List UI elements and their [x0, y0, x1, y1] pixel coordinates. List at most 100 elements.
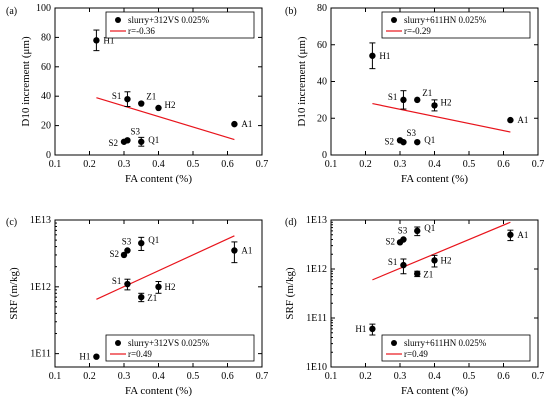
panel-d-point-label-S2: S2: [385, 236, 395, 246]
panel-d-legend: [381, 334, 531, 362]
panel-c-y-axis-label: SRF (m/kg): [8, 267, 20, 320]
panel-b-fit-line: [372, 102, 511, 133]
panel-b-point-Q1: [414, 138, 421, 146]
panel-d-y-axis-label: SRF (m/kg): [284, 267, 296, 320]
panel-c-point-label-S2: S2: [109, 249, 119, 259]
panel-a-point-Z1: [138, 100, 145, 107]
panel-c-point-Q1: [138, 239, 145, 247]
panel-c-label: (c): [6, 217, 17, 228]
panel-a-point-H2: [155, 104, 162, 112]
panel-a-y-tick-label: 80: [41, 32, 51, 43]
panel-b-y-tick-label: 40: [317, 77, 327, 88]
panel-a-x-axis-label: FA content (%): [125, 173, 192, 185]
panel-d-y-tick-label: 1E10: [306, 362, 327, 373]
panel-c-y-tick-label: 1E13: [30, 215, 51, 226]
panel-c-y-tick-label: 1E11: [30, 349, 51, 360]
panel-a-point-S1: [124, 95, 131, 103]
panel-c-point-Z1: [138, 293, 145, 301]
panel-b-point-H2: [431, 102, 438, 109]
panel-d-point-label-H2: H2: [441, 255, 452, 265]
panel-a-point-Q1: [138, 138, 145, 145]
panel-d-x-tick-label: 0.6: [497, 371, 510, 382]
panel-b-point-H1: [369, 52, 376, 59]
panel-a-point-label-Q1: Q1: [148, 135, 159, 145]
panel-c-x-axis-label: FA content (%): [125, 385, 192, 397]
panel-d-point-label-S1: S1: [388, 257, 398, 267]
panel-a-y-tick-label: 0: [46, 150, 51, 161]
panel-d-y-tick-label: 1E13: [306, 215, 327, 226]
panel-a-x-tick-label: 0.7: [256, 159, 269, 170]
panel-b-x-tick-label: 0.5: [463, 159, 476, 170]
panel-b-y-tick-label: 60: [317, 40, 327, 51]
panel-d-y-tick-label: 1E12: [306, 264, 327, 275]
panel-d-point-label-A1: A1: [517, 230, 528, 240]
panel-c-x-tick-label: 0.7: [256, 371, 269, 382]
panel-c-point-label-A1: A1: [241, 245, 252, 255]
panel-d-legend-series: slurry+611HN 0.025%: [404, 338, 487, 348]
panel-a-point-A1: [231, 120, 238, 128]
panel-d-point-Q1: [414, 227, 421, 235]
panel-d-point-label-S3: S3: [398, 225, 408, 235]
panel-a-point-label-A1: A1: [241, 119, 252, 129]
panel-b-point-Z1: [414, 96, 421, 104]
panel-b-legend-series: slurry+611HN 0.025%: [404, 15, 487, 25]
panel-c-y-tick-label: 1E12: [30, 282, 51, 293]
panel-d-label: (d): [285, 217, 297, 228]
panel-a-point-label-Z1: Z1: [146, 92, 156, 102]
panel-d-point-H1: [369, 325, 376, 333]
panel-c-point-label-H2: H2: [165, 282, 176, 292]
panel-c-point-label-Q1: Q1: [148, 235, 159, 245]
panel-a-y-axis-label: D10 increment (μm): [20, 36, 32, 127]
panel-b-x-tick-label: 0.3: [394, 159, 407, 170]
panel-a-x-tick-label: 0.2: [83, 159, 96, 170]
panel-c-point-label-S3: S3: [122, 236, 132, 246]
panel-b-point-S1: [400, 96, 407, 104]
panel-a-fit-line: [96, 97, 235, 141]
panel-c-legend-series: slurry+312VS 0.025%: [128, 338, 210, 348]
panel-a-point-label-S3: S3: [130, 126, 140, 136]
panel-c-point-S2: [120, 251, 128, 259]
panel-c-x-tick-label: 0.3: [118, 371, 131, 382]
panel-d-y-tick-label: 1E11: [306, 313, 327, 324]
panel-b-x-tick-label: 0.6: [497, 159, 510, 170]
panel-a-point-label-S2: S2: [108, 138, 118, 148]
panel-d-legend-fit-label: r=0.49: [404, 349, 428, 359]
panel-d-point-A1: [507, 231, 514, 238]
panel-b-x-tick-label: 0.1: [325, 159, 338, 170]
panel-a-y-tick-label: 40: [41, 91, 51, 102]
panel-b-point-label-Z1: Z1: [422, 88, 432, 98]
panel-c-point-H1: [93, 353, 100, 360]
panel-b-x-tick-label: 0.4: [428, 159, 441, 170]
panel-b-y-axis-label: D10 increment (μm): [296, 36, 308, 127]
panel-a-x-tick-label: 0.4: [152, 159, 165, 170]
panel-d-point-S1: [400, 261, 407, 269]
panel-a-point-label-H2: H2: [165, 100, 176, 110]
panel-a-point-label-S1: S1: [112, 91, 122, 101]
panel-a-x-tick-label: 0.5: [187, 159, 200, 170]
panel-b-point-S3: [400, 138, 407, 146]
panel-a-legend: [105, 11, 255, 39]
panel-c-point-S3: [124, 247, 131, 254]
panel-b-label: (b): [285, 6, 297, 17]
panel-d-point-H2: [431, 257, 438, 264]
panel-a-x-tick-label: 0.1: [49, 159, 62, 170]
panel-c-point-label-H1: H1: [79, 352, 90, 362]
panel-c-x-tick-label: 0.4: [152, 371, 165, 382]
panel-c-point-S1: [124, 280, 131, 288]
panel-c-point-label-Z1: Z1: [147, 293, 157, 303]
panel-d-legend-marker: [391, 340, 397, 346]
panel-c-legend-marker: [115, 340, 121, 346]
panel-b-y-tick-label: 0: [322, 150, 327, 161]
panel-c-x-tick-label: 0.6: [221, 371, 234, 382]
panel-b-point-label-H1: H1: [379, 51, 390, 61]
panel-d-x-tick-label: 0.1: [325, 371, 338, 382]
panel-d-x-tick-label: 0.7: [532, 371, 545, 382]
panel-a-y-tick-label: 60: [41, 62, 51, 73]
panel-a-legend-series: slurry+312VS 0.025%: [128, 15, 210, 25]
panel-b-x-tick-label: 0.2: [359, 159, 372, 170]
panel-b-point-label-S1: S1: [388, 92, 398, 102]
panel-b-legend-marker: [391, 17, 397, 23]
panel-a-label: (a): [6, 6, 17, 17]
panel-a-legend-fit-label: r=-0.36: [128, 26, 155, 36]
panel-c-x-tick-label: 0.1: [49, 371, 62, 382]
